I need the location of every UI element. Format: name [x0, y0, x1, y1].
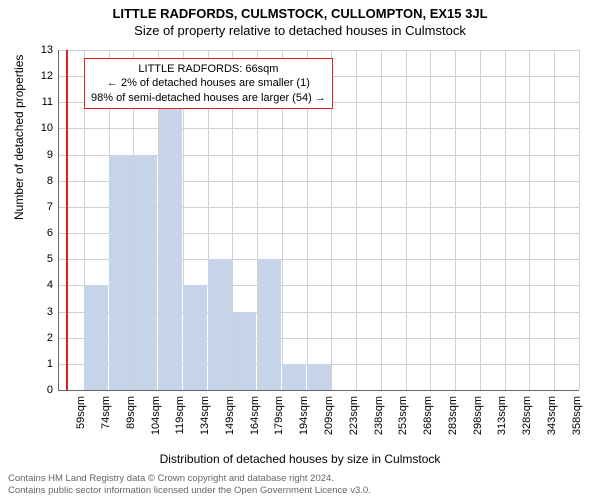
gridline-v	[579, 50, 580, 390]
xtick-label: 134sqm	[199, 396, 211, 435]
annotation-line3: 98% of semi-detached houses are larger (…	[91, 91, 326, 105]
gridline-v	[356, 50, 357, 390]
xtick-label: 164sqm	[249, 396, 261, 435]
ytick-label: 5	[23, 253, 53, 265]
x-axis-label: Distribution of detached houses by size …	[0, 452, 600, 466]
bar	[208, 259, 232, 390]
ytick-label: 0	[23, 384, 53, 396]
gridline-v	[430, 50, 431, 390]
xtick-label: 358sqm	[571, 396, 583, 435]
xtick-label: 223sqm	[348, 396, 360, 435]
ytick-label: 10	[23, 122, 53, 134]
ytick-label: 6	[23, 227, 53, 239]
chart-container: LITTLE RADFORDS, CULMSTOCK, CULLOMPTON, …	[0, 0, 600, 500]
xtick-label: 283sqm	[447, 396, 459, 435]
xtick-label: 238sqm	[373, 396, 385, 435]
footer-attribution: Contains HM Land Registry data © Crown c…	[8, 473, 371, 496]
xtick-label: 179sqm	[273, 396, 285, 435]
xtick-label: 268sqm	[422, 396, 434, 435]
gridline-v	[529, 50, 530, 390]
annotation-box: LITTLE RADFORDS: 66sqm ← 2% of detached …	[84, 58, 333, 109]
gridline-v	[455, 50, 456, 390]
ytick-label: 4	[23, 279, 53, 291]
xtick-label: 119sqm	[174, 396, 186, 434]
chart-title-sub: Size of property relative to detached ho…	[0, 21, 600, 38]
reference-line	[66, 50, 68, 390]
bar	[159, 102, 183, 390]
ytick-label: 8	[23, 175, 53, 187]
xtick-label: 209sqm	[323, 396, 335, 435]
gridline-v	[406, 50, 407, 390]
ytick-label: 1	[23, 358, 53, 370]
bar	[233, 312, 257, 390]
chart-title-main: LITTLE RADFORDS, CULMSTOCK, CULLOMPTON, …	[0, 0, 600, 21]
bar	[183, 285, 207, 390]
xtick-label: 89sqm	[125, 396, 137, 429]
ytick-label: 13	[23, 44, 53, 56]
gridline-v	[505, 50, 506, 390]
xtick-label: 194sqm	[298, 396, 310, 435]
gridline-v	[480, 50, 481, 390]
footer-line2: Contains public sector information licen…	[8, 485, 371, 496]
bar	[134, 155, 158, 390]
gridline-v	[554, 50, 555, 390]
bar	[282, 364, 306, 390]
bar	[109, 155, 133, 390]
xtick-label: 59sqm	[75, 396, 87, 429]
bar	[258, 259, 282, 390]
xtick-label: 104sqm	[150, 396, 162, 435]
ytick-label: 12	[23, 70, 53, 82]
bar	[84, 285, 108, 390]
ytick-label: 7	[23, 201, 53, 213]
xtick-label: 313sqm	[496, 396, 508, 435]
ytick-label: 3	[23, 306, 53, 318]
gridline-h	[59, 50, 579, 51]
xtick-label: 253sqm	[397, 396, 409, 435]
xtick-label: 149sqm	[224, 396, 236, 435]
ytick-label: 2	[23, 332, 53, 344]
xtick-label: 298sqm	[472, 396, 484, 435]
footer-line1: Contains HM Land Registry data © Crown c…	[8, 473, 371, 484]
xtick-label: 74sqm	[100, 396, 112, 429]
xtick-label: 328sqm	[521, 396, 533, 435]
ytick-label: 9	[23, 149, 53, 161]
annotation-line2: ← 2% of detached houses are smaller (1)	[91, 76, 326, 90]
gridline-v	[381, 50, 382, 390]
xtick-label: 343sqm	[546, 396, 558, 435]
bar	[307, 364, 331, 390]
ytick-label: 11	[23, 96, 53, 108]
annotation-line1: LITTLE RADFORDS: 66sqm	[91, 62, 326, 76]
gridline-h	[59, 128, 579, 129]
